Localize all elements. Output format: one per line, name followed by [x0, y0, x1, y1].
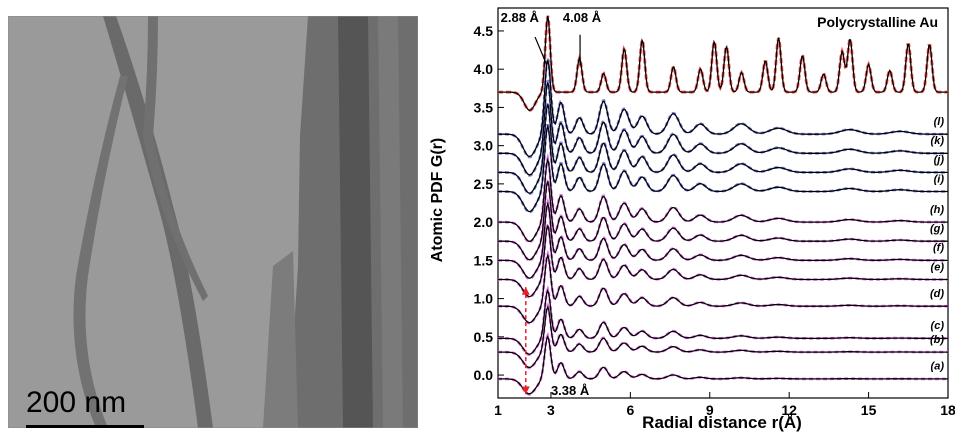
curve-label: (k)	[931, 135, 945, 147]
tem-micrograph: 200 nm	[8, 16, 418, 428]
model-curve	[498, 305, 948, 369]
y-tick-label: 2.0	[474, 214, 494, 230]
y-tick-label: 2.5	[474, 176, 494, 192]
pdf-curves	[498, 15, 948, 396]
x-tick-label: 15	[861, 402, 877, 418]
plot-frame	[497, 7, 949, 399]
x-axis-label: Radial distance r(Å)	[642, 413, 802, 432]
curve-label: (f)	[933, 242, 944, 254]
curve-label: (c)	[931, 320, 945, 332]
y-tick-label: 3.5	[474, 99, 494, 115]
curve-label: (a)	[931, 361, 945, 373]
model-curve	[498, 179, 948, 261]
model-curve	[498, 60, 948, 158]
curve-label: (l)	[934, 116, 945, 128]
model-curve	[498, 104, 948, 194]
x-tick-label: 9	[706, 402, 714, 418]
experimental-curve	[498, 249, 948, 325]
curve-label: (b)	[930, 334, 944, 346]
annotation-4.08: 4.08 Å	[563, 10, 602, 25]
y-tick-label: 4.5	[474, 23, 494, 39]
x-tick-label: 18	[940, 402, 955, 418]
reference-label: Polycrystalline Au	[817, 14, 938, 30]
x-tick-label: 6	[626, 402, 634, 418]
model-curve	[498, 157, 948, 243]
model-curve	[498, 288, 948, 355]
scale-bar-label: 200 nm	[26, 386, 127, 419]
y-tick-label: 3.0	[474, 138, 494, 154]
curve-labels: (a) (b) (c) (d) (e) (f) (g) (h) (i) (j) (k) (l)	[930, 116, 944, 373]
y-tick-label: 0.5	[474, 329, 494, 345]
model-curve	[498, 82, 948, 176]
model-curve	[498, 223, 948, 298]
reference-model-curve	[498, 15, 948, 111]
model-curve	[498, 123, 948, 213]
annotation-3.38: 3.38 Å	[551, 383, 590, 398]
curve-label: (h)	[930, 204, 944, 216]
y-tick-label: 1.0	[474, 291, 494, 307]
y-axis-label: Atomic PDF G(r)	[429, 138, 446, 262]
y-tick-label: 0.0	[474, 367, 494, 383]
pdf-chart: 1 3 6 9 12 15 18 0.0 0.5 1.0 1.5 2.0 2.5 3.0 3.5 4.0 4.5…	[429, 7, 955, 432]
x-tick-label: 12	[781, 402, 797, 418]
curve-label: (g)	[930, 223, 944, 235]
x-tick-label: 3	[547, 402, 555, 418]
curve-label: (e)	[931, 261, 945, 273]
x-tick-label: 1	[494, 402, 502, 418]
scale-bar	[26, 425, 144, 428]
experimental-curve	[498, 124, 948, 214]
model-curve	[498, 253, 948, 324]
experimental-curve	[498, 302, 948, 370]
curve-label: (i)	[934, 173, 945, 185]
y-tick-label: 4.0	[474, 61, 494, 77]
red-arrow-head-up	[521, 287, 530, 295]
nanobelt-image	[8, 16, 418, 428]
reference-experimental-curve	[498, 15, 948, 112]
plot-axes: 1 3 6 9 12 15 18 0.0 0.5 1.0 1.5 2.0 2.5 3.0 3.5 4.0 4.5	[474, 7, 955, 418]
curve-label: (j)	[934, 154, 945, 166]
y-tick-label: 1.5	[474, 252, 494, 268]
annotations: 2.88 Å 4.08 Å 3.38 Å	[501, 10, 602, 398]
arrow-2.88	[534, 36, 548, 66]
curve-label: (d)	[930, 288, 944, 300]
model-curve	[498, 201, 948, 279]
model-curve	[498, 335, 948, 395]
annotation-2.88: 2.88 Å	[501, 10, 540, 25]
red-arrow-head-down	[521, 386, 530, 395]
